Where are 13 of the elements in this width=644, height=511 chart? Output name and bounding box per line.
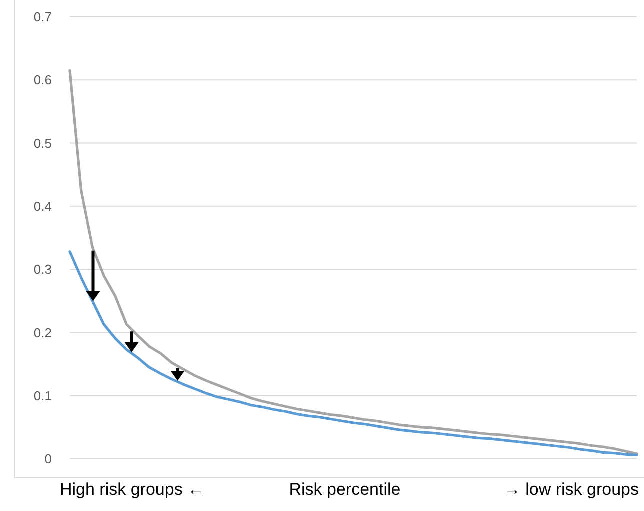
- y-tick-label: 0.6: [34, 72, 52, 88]
- y-tick-label: 0: [44, 452, 52, 467]
- text: → low risk groups: [504, 480, 639, 499]
- y-tick-label: 0.4: [34, 198, 52, 214]
- text: High risk groups ←: [60, 480, 205, 499]
- line-series: [68, 250, 638, 457]
- line-series: [68, 69, 638, 456]
- y-tick-label: 0.3: [34, 262, 52, 278]
- x-axis-title: Risk percentile: [289, 480, 401, 499]
- y-tick-label: 0.1: [34, 388, 52, 404]
- y-tick-label: 0.2: [34, 325, 52, 340]
- y-tick-label: 0.5: [34, 136, 52, 151]
- y-tick-label: 0.7: [34, 10, 52, 25]
